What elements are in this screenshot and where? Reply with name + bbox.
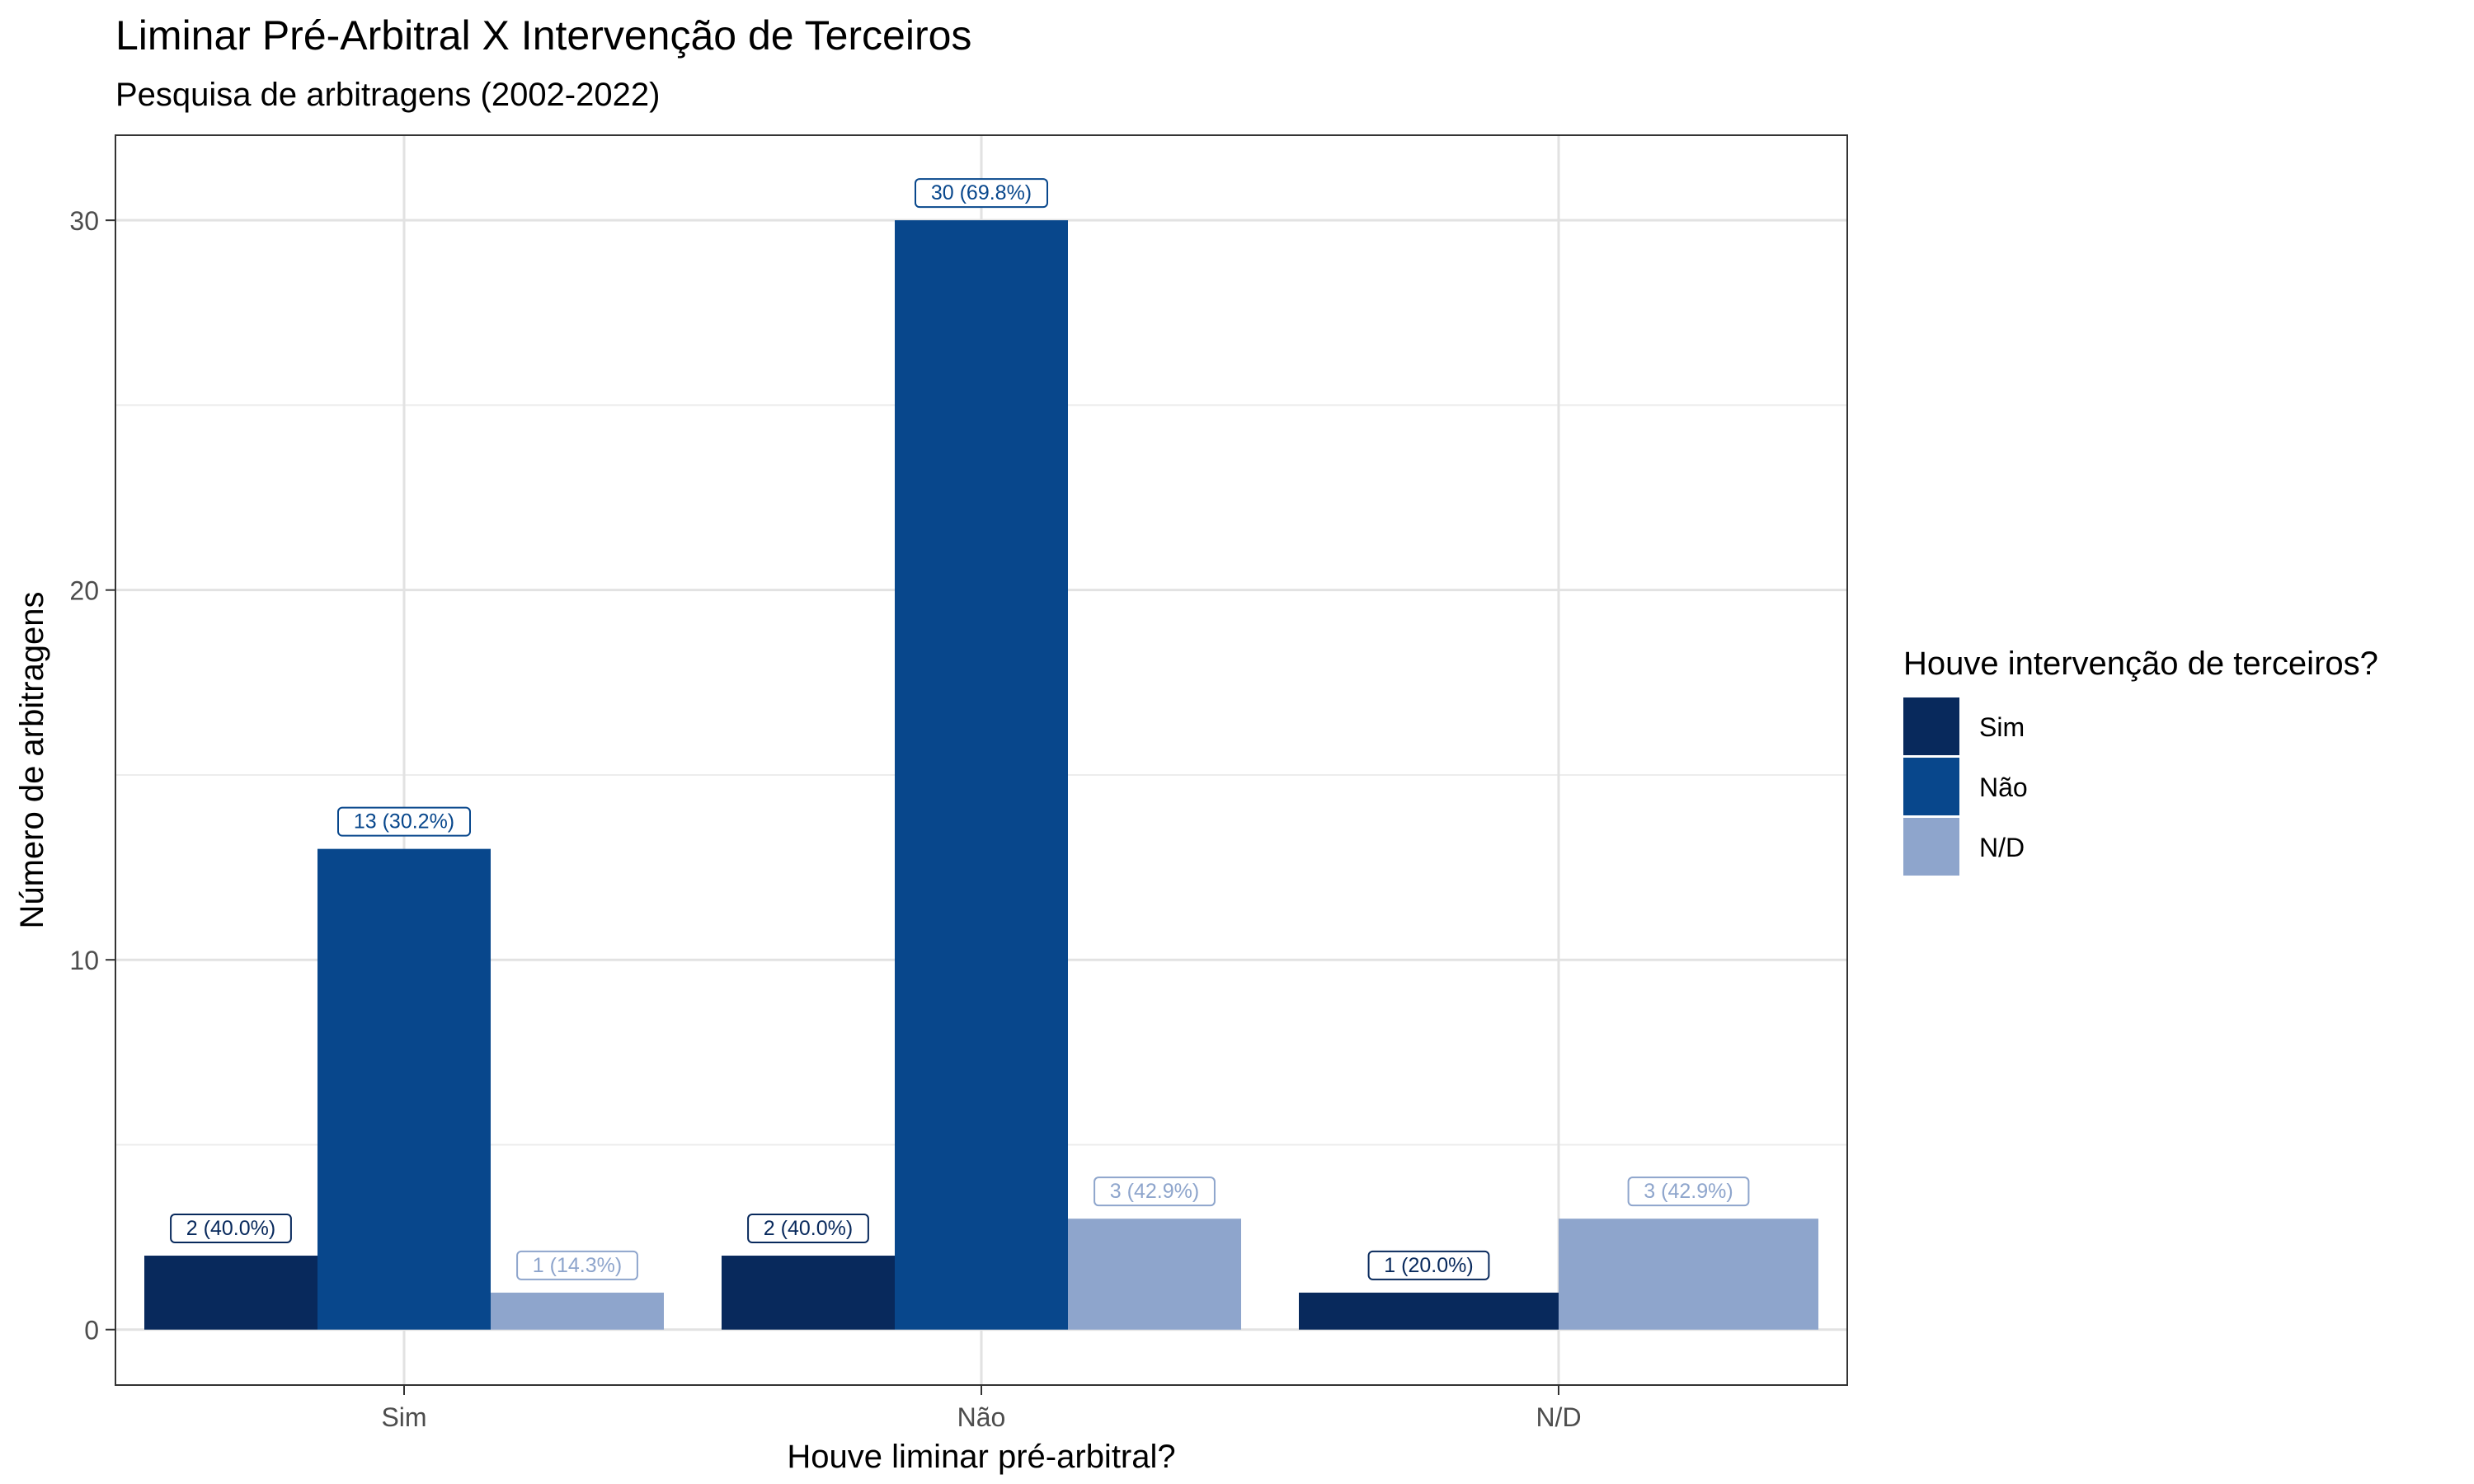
y-axis: 0 10 20 30 — [69, 206, 115, 1345]
y-tick-label: 0 — [84, 1316, 99, 1345]
data-label: 3 (42.9%) — [1110, 1180, 1199, 1203]
bar — [722, 1256, 895, 1330]
bar — [317, 848, 491, 1330]
data-label-box — [337, 806, 471, 837]
data-label-box — [1094, 1176, 1216, 1207]
chart-subtitle: Pesquisa de arbitragens (2002-2022) — [115, 77, 660, 113]
legend-title: Houve intervenção de terceiros? — [1903, 646, 2378, 682]
data-label: 1 (20.0%) — [1384, 1254, 1473, 1277]
data-label-box — [747, 1214, 869, 1244]
bar — [1068, 1219, 1241, 1330]
data-label: 13 (30.2%) — [354, 810, 454, 834]
data-labels: 2 (40.0%) 13 (30.2%) 1 (14.3%) 2 (40.0%) 30 … — [170, 178, 1750, 1280]
x-tick-label: Não — [957, 1402, 1006, 1432]
bar — [144, 1256, 317, 1330]
data-label: 3 (42.9%) — [1644, 1180, 1733, 1203]
legend-key — [1903, 818, 1959, 876]
data-label-box — [1367, 1250, 1490, 1280]
legend-item-label: N/D — [1979, 833, 2025, 862]
y-axis-label: Número de arbitragens — [14, 591, 50, 928]
legend-item-label: Sim — [1979, 712, 2025, 742]
y-tick-label: 30 — [69, 206, 99, 236]
bars — [144, 220, 1818, 1330]
data-label: 2 (40.0%) — [764, 1217, 853, 1240]
y-tick-label: 10 — [69, 946, 99, 975]
legend-key — [1903, 697, 1959, 755]
bar — [491, 1292, 664, 1330]
data-label: 2 (40.0%) — [186, 1217, 275, 1240]
data-label-box — [915, 178, 1048, 209]
legend-key — [1903, 758, 1959, 815]
data-label: 30 (69.8%) — [931, 181, 1032, 204]
x-tick-label: N/D — [1536, 1402, 1581, 1432]
data-label-box — [170, 1214, 292, 1244]
y-tick-label: 20 — [69, 576, 99, 606]
data-label-box — [1627, 1176, 1750, 1207]
bar — [1559, 1219, 1818, 1330]
x-axis: Sim Não N/D — [381, 1385, 1582, 1432]
data-label-box — [516, 1250, 638, 1280]
legend-item-label: Não — [1979, 773, 2028, 802]
data-label: 1 (14.3%) — [533, 1254, 622, 1277]
x-tick-label: Sim — [381, 1402, 426, 1432]
bar — [895, 220, 1068, 1330]
chart-title: Liminar Pré-Arbitral X Intervenção de Te… — [115, 12, 971, 59]
x-axis-label: Houve liminar pré-arbitral? — [787, 1439, 1175, 1475]
legend: Houve intervenção de terceiros? Sim Não N/… — [1903, 646, 2378, 876]
bar — [1299, 1292, 1559, 1330]
